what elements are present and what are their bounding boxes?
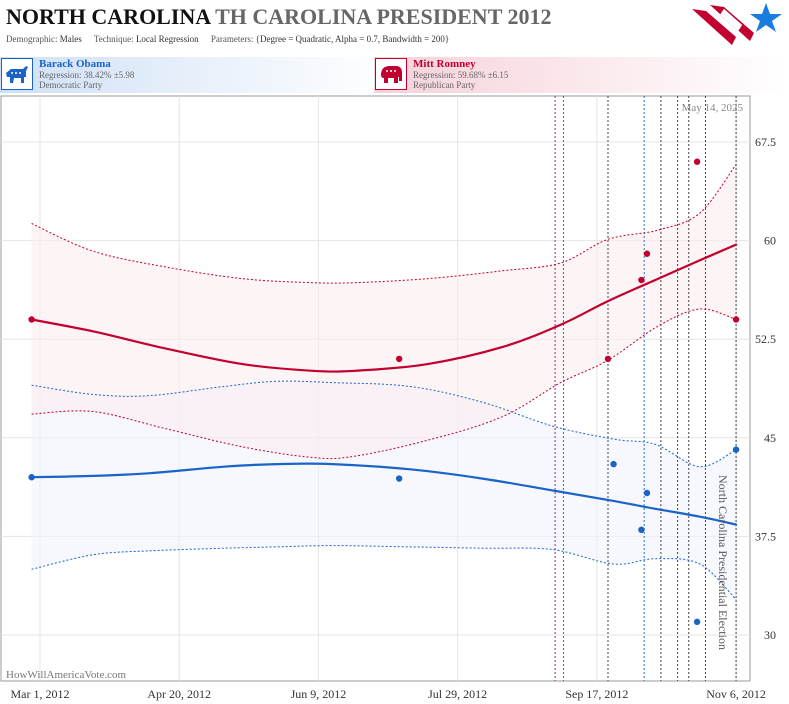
barack-obamalower-bound-line [31, 545, 737, 600]
demographic-value: Males [59, 34, 82, 44]
x-tick-label: Mar 1, 2012 [10, 687, 69, 701]
technique-value: Local Regression [135, 34, 199, 44]
barack-obamapoll-point [395, 475, 403, 482]
y-tick-label: 45 [764, 431, 776, 445]
y-tick-label: 37.5 [755, 529, 776, 543]
election-label: North Carolina Presidential Election [716, 475, 730, 650]
analysis-parameters: Demographic: Males Technique: Local Regr… [6, 34, 449, 44]
demographic-label: Demographic: [6, 34, 58, 44]
barack-obamapoll-point [28, 474, 35, 481]
romney-name: Mitt Romney [413, 58, 476, 70]
mitt-romneypoll-point [732, 316, 740, 323]
candidate-obama: Barack Obama Regression: 38.42% ±5.98 De… [0, 57, 390, 93]
x-tick-label: Nov 6, 2012 [706, 687, 766, 701]
mitt-romneyupper-bound-line [31, 164, 737, 284]
barack-obamapoll-point [638, 526, 645, 534]
state-title: NORTH CAROLINA [6, 4, 210, 29]
regression-lines [30, 164, 738, 600]
democrat-donkey-icon [1, 58, 33, 90]
page-title: NORTH CAROLINA TH CAROLINA PRESIDENT 201… [6, 4, 551, 30]
x-tick-label: Jun 9, 2012 [291, 687, 347, 701]
mitt-romneypoll-point [643, 250, 651, 257]
axis-ticks: Mar 1, 2012 Apr 20, 2012 Jun 9, 2012 Jul 29… [10, 135, 776, 701]
republican-elephant-icon [375, 58, 407, 90]
mitt-romneypoll-point [638, 276, 645, 284]
confidence-bands [31, 164, 737, 600]
parameters-value: {Degree = Quadratic, Alpha = 0.7, Bandwi… [255, 34, 450, 44]
date-stamp: May 14, 2025 [682, 102, 744, 114]
mitt-romneypoll-point [28, 316, 35, 323]
mitt-romneypoll-point [693, 158, 701, 165]
race-title: TH CAROLINA PRESIDENT 2012 [215, 4, 552, 29]
romney-party: Republican Party [413, 80, 476, 90]
y-tick-label: 67.5 [755, 135, 776, 149]
barack-obamapoll-point [610, 460, 617, 468]
barack-obamapoll-point [693, 618, 701, 626]
mitt-romneypoll-point [395, 355, 403, 363]
romney-regression: Regression: 59.68% ±6.15 [413, 70, 509, 80]
x-tick-label: Jul 29, 2012 [428, 687, 487, 701]
mitt-romneyregression-line [30, 243, 738, 373]
barack-obamapoll-point [732, 446, 740, 453]
technique-label: Technique: [93, 34, 134, 44]
regression-chart: Mar 1, 2012 Apr 20, 2012 Jun 9, 2012 Jul 29… [0, 95, 776, 701]
poll-date-lines [554, 96, 737, 681]
obama-name: Barack Obama [39, 58, 111, 70]
x-tick-label: Sep 17, 2012 [565, 687, 628, 701]
barack-obamaupper-bound-line [31, 380, 737, 468]
y-tick-label: 52.5 [755, 332, 776, 346]
site-logo [692, 3, 782, 45]
mitt-romneypoll-point [604, 355, 612, 363]
y-tick-label: 30 [764, 628, 776, 642]
page-header: NORTH CAROLINA TH CAROLINA PRESIDENT 201… [0, 0, 789, 58]
poll-points [28, 158, 740, 626]
x-tick-label: Apr 20, 2012 [147, 687, 211, 701]
parameters-label: Parameters: [210, 34, 254, 44]
mitt-romneyconfidence-band [31, 164, 737, 458]
obama-party: Democratic Party [39, 80, 103, 90]
barack-obamapoll-point [643, 489, 651, 497]
y-tick-label: 60 [764, 234, 776, 248]
watermark: HowWillAmericaVote.com [6, 669, 126, 681]
candidate-romney: Mitt Romney Regression: 59.68% ±6.15 Rep… [374, 57, 789, 93]
barack-obamaregression-line [30, 462, 738, 526]
obama-regression: Regression: 38.42% ±5.98 [39, 70, 135, 80]
